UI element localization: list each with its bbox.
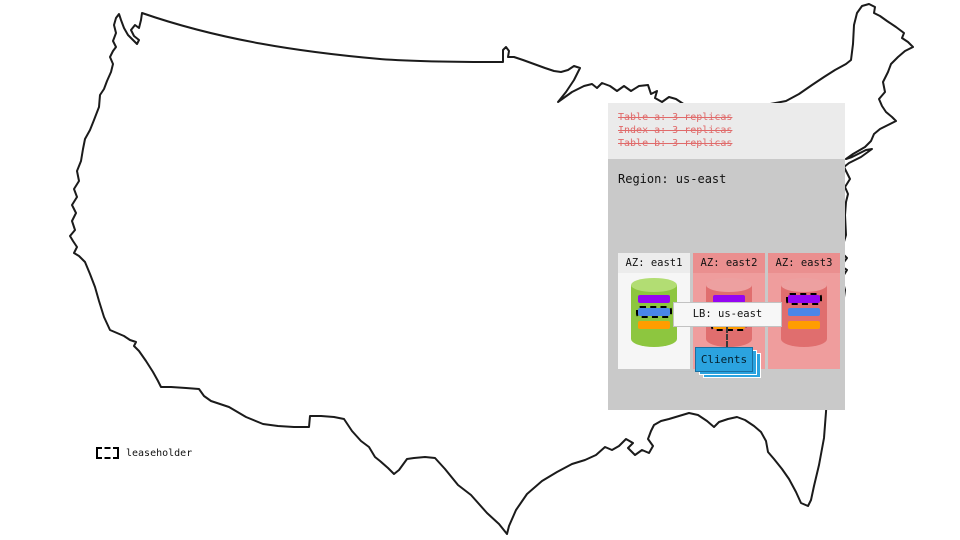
az-header-east3: AZ: east3 bbox=[768, 253, 840, 273]
replica-stack-east3 bbox=[786, 293, 822, 331]
lb-clients-connector bbox=[726, 327, 728, 347]
replica-bar bbox=[636, 293, 672, 305]
clients-stack: Clients bbox=[695, 347, 763, 380]
replica-bar bbox=[711, 293, 747, 305]
replica-bar bbox=[786, 306, 822, 318]
replica-bar bbox=[786, 319, 822, 331]
cylinder-top bbox=[706, 278, 752, 292]
leaseholder-legend-label: leaseholder bbox=[126, 447, 193, 459]
database-cylinder-east3 bbox=[781, 278, 827, 347]
clients-box: Clients bbox=[695, 347, 753, 372]
leaseholder-replica-bar bbox=[636, 306, 672, 318]
leaseholder-swatch bbox=[96, 447, 119, 459]
region-panel: Table a: 3 replicas Index a: 3 replicas … bbox=[608, 103, 845, 410]
az-box-east3: AZ: east3 bbox=[768, 253, 840, 369]
az-header-east1: AZ: east1 bbox=[618, 253, 690, 273]
replica-bar bbox=[636, 319, 672, 331]
database-cylinder-east1 bbox=[631, 278, 677, 347]
cylinder-top bbox=[781, 278, 827, 292]
load-balancer-box: LB: us-east bbox=[673, 302, 782, 327]
region-title: Region: us-east bbox=[618, 172, 727, 186]
cylinder-top bbox=[631, 278, 677, 292]
leaseholder-replica-bar bbox=[786, 293, 822, 305]
replica-config-strip: Table a: 3 replicas Index a: 3 replicas … bbox=[608, 103, 845, 159]
config-line-index-a: Index a: 3 replicas bbox=[618, 125, 733, 136]
region-body: Region: us-east AZ: east1 bbox=[608, 159, 845, 410]
leaseholder-legend: leaseholder bbox=[96, 447, 192, 459]
config-line-table-b: Table b: 3 replicas bbox=[618, 138, 733, 149]
replica-stack-east1 bbox=[636, 293, 672, 331]
az-header-east2: AZ: east2 bbox=[693, 253, 765, 273]
config-line-table-a: Table a: 3 replicas bbox=[618, 112, 733, 123]
